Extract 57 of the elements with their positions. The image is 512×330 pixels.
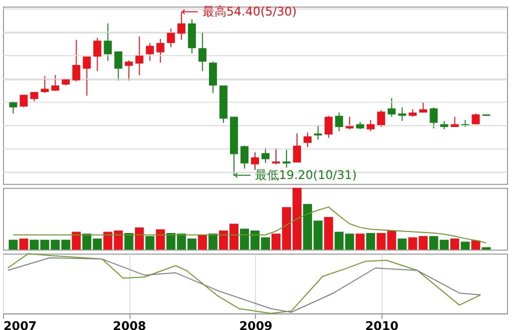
bar xyxy=(366,233,376,250)
candlestick xyxy=(324,115,333,138)
candlestick xyxy=(198,32,206,72)
candlestick xyxy=(430,106,438,129)
candlestick xyxy=(72,39,80,82)
annotation: ⟵ 最高54.40(5/30) xyxy=(181,4,297,19)
candlestick xyxy=(272,148,280,165)
candlestick xyxy=(9,100,18,114)
candlestick xyxy=(240,145,248,170)
bar xyxy=(356,234,365,250)
bar xyxy=(208,234,218,250)
bar xyxy=(460,242,470,250)
bar xyxy=(156,229,165,250)
bar xyxy=(398,238,407,250)
candlestick xyxy=(304,132,312,148)
bar xyxy=(450,238,460,250)
bar xyxy=(198,234,207,250)
candlestick xyxy=(124,60,133,81)
candlestick xyxy=(114,50,122,81)
candlestick xyxy=(377,110,386,128)
bar xyxy=(72,232,81,250)
bar xyxy=(40,240,50,250)
candlestick xyxy=(20,94,28,108)
x-tick-label: 2007 xyxy=(3,318,37,330)
candlestick xyxy=(208,61,217,94)
x-tick-label: 2009 xyxy=(239,318,272,330)
candlestick xyxy=(166,28,175,48)
bar xyxy=(324,216,334,250)
bar xyxy=(30,240,39,250)
candlestick xyxy=(156,38,164,64)
bar xyxy=(134,227,144,250)
candlestick xyxy=(82,56,91,96)
bar xyxy=(145,236,154,250)
candlestick xyxy=(366,120,375,132)
candlestick xyxy=(146,42,154,62)
candlestick xyxy=(314,124,322,140)
candlestick xyxy=(251,152,259,170)
candlestick xyxy=(293,133,302,163)
candlestick xyxy=(40,76,49,94)
candlestick xyxy=(262,148,270,164)
x-tick-label: 2010 xyxy=(365,318,398,330)
bar xyxy=(124,233,134,250)
candlestick xyxy=(30,92,38,102)
bar xyxy=(19,238,28,250)
annotation: ⟵ 最低19.20(10/31) xyxy=(234,168,357,182)
candlestick xyxy=(135,36,144,76)
candlestick xyxy=(398,106,406,122)
x-tick-label: 2008 xyxy=(112,318,146,330)
candlestick xyxy=(51,74,60,92)
bar xyxy=(482,247,491,250)
candlestick xyxy=(388,98,396,118)
candlestick xyxy=(335,112,344,132)
candlestick xyxy=(104,22,112,62)
candlestick xyxy=(282,149,291,168)
candlestick xyxy=(93,37,102,72)
bar xyxy=(8,240,18,250)
candlestick xyxy=(346,116,354,130)
